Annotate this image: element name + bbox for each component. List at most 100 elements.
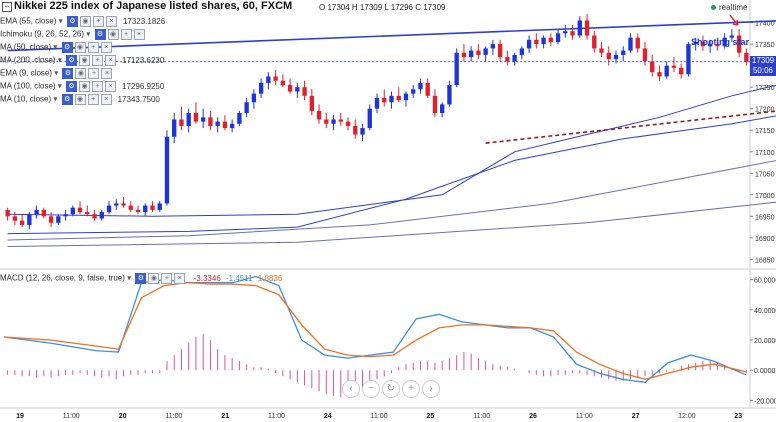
candle-up: [729, 35, 735, 38]
candle-down: [280, 80, 286, 86]
shooting-star-arrow-icon: [729, 14, 739, 26]
add-icon[interactable]: +: [87, 42, 99, 53]
add-icon[interactable]: +: [88, 68, 100, 79]
add-icon[interactable]: +: [120, 29, 132, 40]
reset-zoom-button[interactable]: ↻: [382, 380, 400, 398]
close-icon[interactable]: ×: [100, 42, 112, 53]
candle-down: [85, 212, 90, 215]
close-icon[interactable]: ×: [100, 94, 112, 105]
upper-blue-line: [7, 84, 776, 217]
candle-down: [121, 203, 126, 206]
candle-up: [403, 93, 409, 101]
indicator-label: MA (200, close): [0, 55, 56, 65]
candle-up: [295, 87, 300, 92]
close-icon[interactable]: ×: [105, 55, 117, 66]
scroll-right-button[interactable]: ›: [422, 380, 440, 398]
time-axis-label: 24: [324, 413, 332, 420]
close-icon[interactable]: ×: [101, 68, 113, 79]
zoom-in-button[interactable]: +: [402, 380, 420, 398]
candle-down: [128, 205, 133, 210]
time-axis-label: 11:00: [371, 413, 388, 420]
candle-down: [679, 67, 684, 75]
settings-icon[interactable]: ⚙: [135, 273, 147, 284]
price-axis-label: 17150: [755, 128, 775, 135]
indicator-row-ma-50[interactable]: MA (50, close) ▾ ⚙ ◉ + ×: [0, 42, 118, 55]
indicator-row-ema-9[interactable]: EMA (9, close) ▾ ⚙ ◉ + ×: [0, 68, 118, 81]
indicator-row-ema-55[interactable]: EMA (55, close) ▾ ⚙ ◉ + × 17323.1826: [0, 16, 166, 27]
candle-up: [613, 54, 619, 60]
macd-axis-label: -20.0000: [754, 398, 776, 405]
settings-icon[interactable]: ⚙: [62, 68, 74, 79]
candle-down: [193, 113, 199, 122]
settings-icon[interactable]: ⚙: [94, 29, 106, 40]
candle-up: [389, 95, 394, 103]
visibility-icon[interactable]: ◉: [74, 42, 86, 53]
shooting-star-annotation: Shooting star: [691, 37, 749, 47]
candle-up: [374, 97, 380, 109]
settings-icon[interactable]: ⚙: [61, 94, 73, 105]
close-icon[interactable]: ×: [105, 81, 117, 92]
candle-up: [360, 128, 365, 135]
candle-down: [179, 119, 184, 126]
zoom-out-button[interactable]: −: [362, 380, 380, 398]
close-icon[interactable]: ×: [105, 16, 117, 27]
candle-up: [215, 121, 220, 126]
collapse-icon[interactable]: −: [2, 2, 12, 12]
add-icon[interactable]: +: [161, 273, 173, 284]
settings-icon[interactable]: ⚙: [66, 16, 78, 27]
candle-up: [34, 209, 39, 215]
settings-icon[interactable]: ⚙: [66, 55, 78, 66]
visibility-icon[interactable]: ◉: [79, 81, 91, 92]
indicator-row-ma-10[interactable]: MA (10, close) ▾ ⚙ ◉ + × 17343.7500: [0, 94, 160, 105]
time-axis-label: 25: [427, 413, 435, 420]
signal-line: [3, 281, 747, 380]
indicator-row-ma-100[interactable]: MA (100, close) ▾ ⚙ ◉ + × 17296.9250: [0, 81, 165, 92]
close-icon[interactable]: ×: [133, 29, 145, 40]
candle-down: [41, 209, 47, 217]
visibility-icon[interactable]: ◉: [107, 29, 119, 40]
candle-up: [70, 207, 75, 215]
chart-header: − Nikkei 225 index of Japanese listed sh…: [0, 0, 747, 16]
candle-up: [266, 76, 271, 83]
close-icon[interactable]: ×: [174, 273, 186, 284]
time-axis-label: 11:00: [576, 413, 593, 420]
candle-up: [258, 82, 264, 94]
price-marker-time: 50:06: [752, 66, 774, 75]
macd-axis-label: 20.0000: [754, 338, 776, 345]
add-icon[interactable]: +: [92, 81, 104, 92]
top-trendline: [7, 20, 776, 52]
candle-down: [48, 216, 54, 223]
add-icon[interactable]: +: [87, 94, 99, 105]
indicator-row-ma-200[interactable]: MA (200, close) ▾ ⚙ ◉ + × 17123.6230: [0, 55, 165, 66]
add-icon[interactable]: +: [92, 55, 104, 66]
candle-up: [541, 37, 546, 45]
time-axis-label: 20: [119, 413, 127, 420]
price-axis-label: 16950: [755, 214, 775, 221]
ohlc-readout: O 17304 H 17309 L 17296 C 17309: [319, 3, 446, 12]
visibility-icon[interactable]: ◉: [79, 55, 91, 66]
visibility-icon[interactable]: ◉: [79, 16, 91, 27]
macd-legend[interactable]: MACD (12, 26, close, 9, false, true) ▾ ⚙…: [0, 273, 283, 284]
settings-icon[interactable]: ⚙: [61, 42, 73, 53]
candle-up: [483, 48, 488, 55]
candle-up: [512, 54, 517, 62]
visibility-icon[interactable]: ◉: [74, 94, 86, 105]
candle-down: [324, 119, 329, 124]
visibility-icon[interactable]: ◉: [75, 68, 87, 79]
time-axis-label: 12:00: [678, 413, 696, 420]
candle-down: [92, 214, 97, 219]
candle-down: [302, 87, 307, 96]
candle-up: [237, 113, 242, 124]
visibility-icon[interactable]: ◉: [148, 273, 160, 284]
settings-icon[interactable]: ⚙: [66, 81, 78, 92]
candle-down: [208, 117, 213, 126]
add-icon[interactable]: +: [92, 16, 104, 27]
candle-up: [454, 52, 459, 86]
candle-up: [331, 119, 336, 124]
candle-down: [273, 76, 278, 81]
candle-up: [447, 85, 452, 105]
macd-axis-label: 0.0000: [754, 368, 776, 375]
candle-down: [345, 121, 351, 126]
scroll-left-button[interactable]: ‹: [342, 380, 360, 398]
indicator-row-ichimoku[interactable]: Ichimoku (9, 26, 52, 26) ▾ ⚙ ◉ + ×: [0, 29, 151, 42]
